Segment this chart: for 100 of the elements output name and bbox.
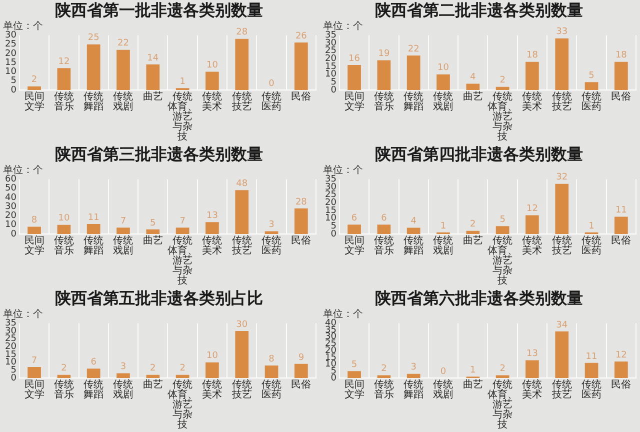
bar [146, 374, 160, 378]
x-tick-label: 民间文学 [24, 378, 44, 401]
y-axis-title: 单位：个 [3, 308, 43, 320]
data-label: 16 [348, 54, 360, 64]
x-tick-label: 传统舞蹈 [404, 378, 424, 401]
bar [116, 50, 130, 90]
data-label: 12 [526, 204, 538, 214]
x-tick-label: 传统舞蹈 [84, 378, 104, 401]
x-tick-label: 民间文学 [24, 90, 44, 113]
y-tick-label: 30 [5, 202, 17, 212]
y-axis-title: 单位：个 [323, 308, 363, 320]
bar [235, 38, 249, 90]
data-label: 10 [58, 214, 70, 224]
data-label: 28 [236, 28, 248, 38]
x-tick-label: 传统音乐 [374, 90, 394, 113]
data-label: 2 [61, 364, 67, 374]
data-label: 14 [147, 53, 159, 64]
x-tick-label: 民间文学 [344, 90, 364, 113]
chart-title: 陕西省第二批非遗各类别数量 [375, 2, 583, 20]
x-tick-label: 民俗 [611, 92, 632, 103]
x-tick-label: 传统戏剧 [113, 90, 134, 113]
y-tick-label: 20 [5, 48, 17, 59]
y-tick-label: 0 [330, 85, 337, 96]
data-label: 10 [438, 63, 450, 74]
data-label: 2 [180, 364, 186, 374]
data-label: 18 [615, 50, 628, 61]
data-label: 2 [500, 364, 506, 374]
y-tick-label: 0 [330, 373, 337, 384]
bar [406, 374, 420, 378]
bar [57, 374, 71, 378]
bar [614, 216, 628, 234]
x-tick-label: 民俗 [611, 236, 632, 247]
data-label: 48 [236, 179, 248, 190]
x-tick-label: 传统舞蹈 [84, 90, 104, 113]
x-tick-label: 传统音乐 [54, 234, 74, 257]
bar [555, 184, 569, 234]
x-tick-label: 民间文学 [344, 378, 364, 401]
data-label: 10 [206, 351, 218, 362]
bar [555, 331, 569, 378]
data-label: 3 [410, 362, 416, 373]
data-label: 10 [206, 60, 218, 71]
x-tick-label: 传统医药 [582, 90, 602, 113]
y-tick-label: 0 [330, 229, 337, 240]
bar [28, 86, 41, 90]
x-tick-label: 传统美术 [522, 90, 542, 113]
x-tick-label: 曲艺 [142, 234, 163, 247]
y-tick-label: 30 [5, 30, 17, 41]
x-tick-label: 曲艺 [142, 90, 163, 103]
bar [526, 360, 539, 378]
data-label: 0 [440, 366, 446, 377]
data-label: 7 [120, 216, 126, 226]
chart-title: 陕西省第三批非遗各类别数量 [55, 146, 263, 164]
x-tick-label: 曲艺 [462, 378, 483, 391]
x-tick-label: 传统美术 [522, 378, 542, 401]
y-axis-title: 单位：个 [3, 164, 43, 176]
bar [28, 367, 41, 378]
x-tick-label: 民俗 [291, 236, 312, 247]
bar [146, 64, 160, 90]
x-tick-label: 传统舞蹈 [84, 234, 104, 257]
data-label: 13 [206, 210, 218, 221]
bar [406, 56, 420, 90]
x-tick-label: 传统戏剧 [433, 234, 454, 257]
bar [86, 368, 100, 378]
x-tick-label: 曲艺 [462, 234, 483, 247]
x-tick-label: 传统体育、游艺与杂技 [488, 378, 518, 431]
data-label: 4 [470, 72, 476, 83]
x-tick-label: 传统美术 [522, 234, 542, 257]
y-axis-title: 单位：个 [323, 20, 363, 32]
y-tick-label: 0 [10, 229, 17, 240]
x-tick-label: 传统医药 [262, 234, 282, 257]
data-label: 25 [88, 33, 100, 44]
x-tick-label: 传统医药 [582, 378, 602, 401]
bar [406, 228, 420, 234]
data-label: 3 [268, 220, 274, 230]
bar [614, 62, 628, 90]
data-label: 7 [180, 216, 186, 226]
bar [294, 208, 308, 234]
x-tick-label: 传统技艺 [550, 90, 572, 113]
bar [206, 72, 219, 90]
bar [206, 362, 219, 378]
bar [176, 374, 190, 378]
bar [146, 229, 160, 234]
x-tick-label: 民俗 [611, 380, 632, 391]
x-tick-label: 传统音乐 [54, 90, 74, 113]
x-tick-label: 传统医药 [582, 234, 602, 257]
bar [206, 222, 219, 234]
bar [86, 224, 100, 234]
x-tick-label: 传统戏剧 [433, 378, 454, 401]
data-label: 1 [180, 77, 186, 88]
x-tick-label: 传统戏剧 [113, 378, 134, 401]
data-label: 5 [150, 218, 156, 228]
bar [264, 365, 278, 378]
bar [348, 224, 361, 234]
y-tick-label: 20 [5, 211, 17, 222]
data-label: 32 [556, 172, 568, 183]
x-tick-label: 传统医药 [262, 378, 282, 401]
bar [466, 230, 480, 234]
bar [526, 62, 539, 90]
data-label: 1 [588, 221, 594, 232]
bar [28, 226, 41, 234]
